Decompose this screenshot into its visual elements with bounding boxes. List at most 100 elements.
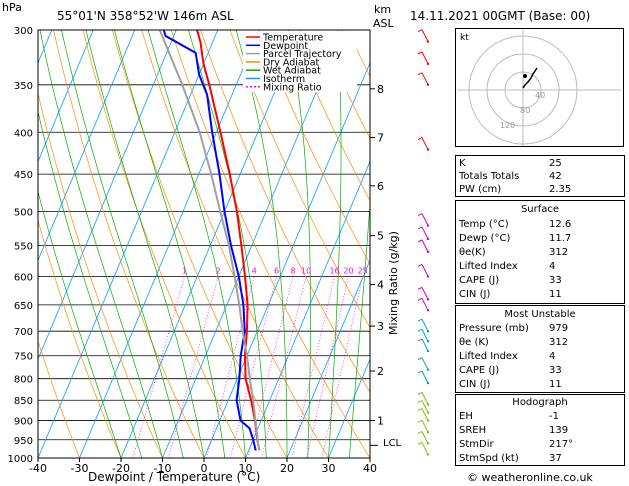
wind-barb-base — [426, 148, 430, 151]
pressure-tick-label: 850 — [14, 396, 33, 407]
wind-barb — [421, 318, 429, 332]
stmspd-label: StmSpd (kt) — [459, 453, 519, 464]
wind-barb-flag — [417, 213, 423, 216]
wind-barb-flag — [417, 419, 423, 423]
pressure-tick-label: 400 — [14, 128, 33, 139]
dry-adiabat-line — [38, 218, 122, 458]
wind-barb — [421, 442, 429, 455]
wind-barb — [421, 328, 429, 342]
pressure-tick-label: 900 — [14, 417, 33, 428]
wind-barb-flag — [417, 286, 423, 290]
mu-cape-value: 33 — [549, 365, 562, 376]
km-tick-label: 5 — [377, 230, 384, 243]
wind-barb — [421, 72, 429, 86]
mu-li-value: 4 — [549, 351, 556, 362]
surface-cin-label: CIN (J) — [459, 289, 491, 300]
wind-barb-flag — [417, 318, 423, 322]
legend-label: Mixing Ratio — [263, 82, 322, 93]
wind-barbs — [417, 29, 430, 456]
lcl-label: LCL — [383, 438, 402, 449]
pressure-tick-label: 450 — [14, 170, 33, 181]
wet-adiabat-line — [328, 30, 342, 458]
dry-adiabat-line — [53, 30, 205, 458]
pw-label: PW (cm) — [459, 184, 502, 195]
x-tick-label: 40 — [363, 462, 377, 475]
pressure-tick-label: 600 — [14, 272, 33, 283]
wind-barb-base — [426, 340, 430, 343]
wind-barb — [421, 213, 429, 226]
wind-barb-flag — [417, 391, 423, 395]
wind-barb — [421, 392, 429, 405]
mixing-ratio-line — [261, 276, 307, 458]
wet-adiabat-line — [85, 30, 205, 458]
isotherm-line — [38, 30, 177, 361]
dry-adiabat-line — [288, 30, 370, 202]
wind-barb — [421, 298, 429, 311]
isotherm-line — [328, 358, 370, 458]
isotherm-line — [79, 30, 260, 458]
surface-title: Surface — [520, 204, 560, 215]
x-tick-label: -30 — [71, 462, 89, 475]
wind-barb — [421, 431, 429, 444]
mixing-ratio-label: 2 — [216, 266, 221, 275]
mixing-ratio-line — [306, 276, 349, 458]
k-index-value: 25 — [549, 158, 562, 169]
wind-barb — [421, 357, 429, 370]
wind-barb-base — [426, 298, 430, 301]
mixing-ratio-line — [321, 276, 364, 458]
isotherm-line — [162, 30, 343, 458]
wet-adiabat-line — [38, 110, 143, 458]
wind-barb — [421, 51, 429, 65]
wind-barb-flag — [417, 408, 423, 411]
wind-barb — [421, 287, 429, 300]
km-tick-label: 4 — [377, 279, 384, 292]
wind-barb-base — [426, 419, 430, 422]
dry-adiabat-line — [38, 339, 80, 458]
wind-barb-flag — [417, 239, 423, 243]
surface-dewp-value: 11.7 — [549, 233, 572, 244]
mixing-ratio-label: 1 — [182, 266, 187, 275]
most-unstable-table: Most Unstable Pressure (mb) 979 θe (K) 312… — [455, 305, 625, 393]
km-tick-label: 1 — [377, 415, 384, 428]
mu-cin-label: CIN (J) — [459, 379, 491, 390]
hodograph-table: Hodograph EH -1 SREH 139 StmDir 217° StmSpd… — [455, 394, 625, 466]
wind-barb-base — [426, 275, 430, 278]
mixing-ratio-label: 4 — [252, 266, 257, 275]
mu-pressure-value: 979 — [549, 323, 569, 334]
wet-adiabat-line — [348, 199, 370, 458]
mixing-ratio-label: 6 — [274, 266, 279, 275]
surface-table: Surface Temp (°C) 12.6 Dewp (°C) 11.7 θe(K… — [455, 200, 625, 304]
mu-cin-value: 11 — [549, 379, 562, 390]
pressure-tick-label: 500 — [14, 208, 33, 219]
pressure-unit-label: hPa — [2, 1, 22, 14]
surface-cin-value: 11 — [549, 289, 562, 300]
mu-thetae-value: 312 — [549, 337, 569, 348]
wet-adiabat-line — [287, 30, 311, 458]
wet-adiabat-line — [38, 190, 122, 458]
pressure-tick-label: 800 — [14, 375, 33, 386]
hodograph: kt 40 80 120 — [455, 28, 624, 147]
wind-barb-flag — [417, 441, 423, 445]
stmdir-value: 217° — [549, 439, 574, 450]
wind-barb — [421, 370, 429, 384]
eh-label: EH — [459, 411, 473, 422]
hodo-ring-120: 120 — [500, 121, 515, 130]
surface-li-label: Lifted Index — [459, 261, 518, 272]
x-tick-label: 20 — [280, 462, 294, 475]
surface-thetae-value: 312 — [549, 247, 569, 258]
hodo-ring-80: 80 — [520, 106, 530, 115]
totals-totals-value: 42 — [549, 171, 562, 182]
wind-barb-base — [426, 368, 430, 371]
wind-barb-base — [426, 442, 430, 445]
x-axis-title: Dewpoint / Temperature (°C) — [88, 470, 261, 484]
x-tick-label: -10 — [154, 462, 172, 475]
wind-barb-flag — [417, 29, 423, 33]
surface-li-value: 4 — [549, 261, 556, 272]
wind-barb-flag — [417, 226, 423, 230]
mu-li-label: Lifted Index — [459, 351, 518, 362]
datetime-label: 14.11.2021 00GMT (Base: 00) — [410, 9, 591, 23]
wind-barb — [421, 400, 429, 413]
wind-barb — [421, 137, 429, 150]
asl-label: ASL — [373, 17, 394, 30]
sreh-value: 139 — [549, 425, 569, 436]
